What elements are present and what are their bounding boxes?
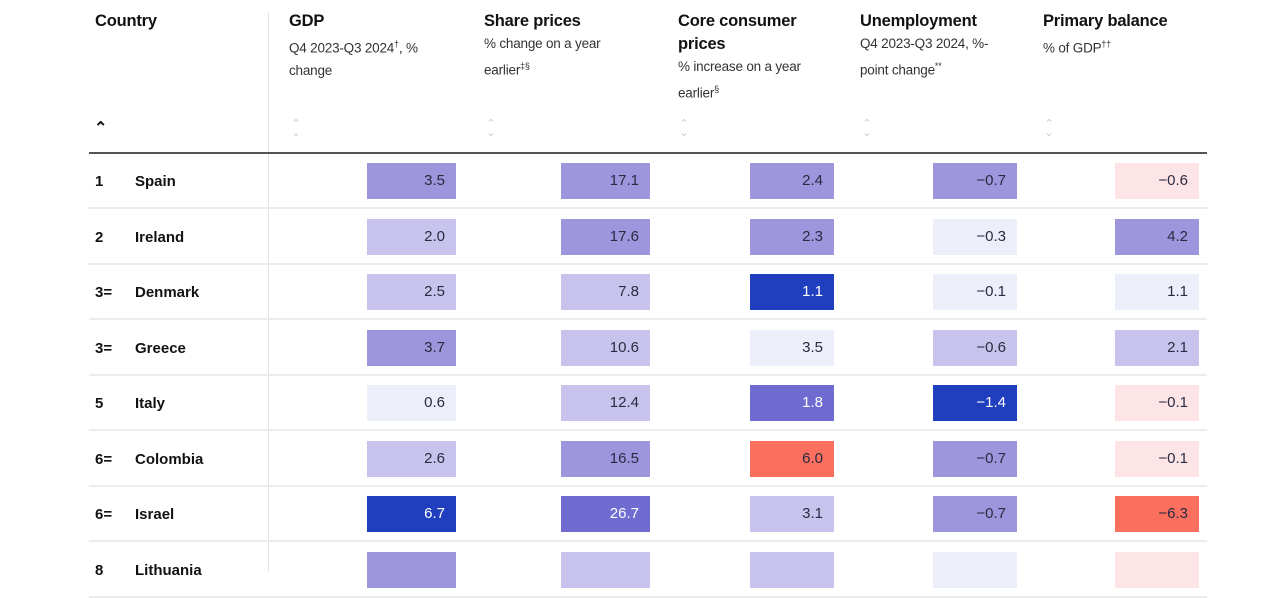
row-divider <box>89 207 1207 209</box>
value-cell-unemp: −1.4 <box>933 385 1017 421</box>
header-rule <box>89 152 1207 154</box>
table-row[interactable]: 1 Spain 3.5 17.1 2.4 −0.7 −0.6 <box>89 154 1207 209</box>
column-subtitle: Q4 2023-Q3 2024, %-point change** <box>860 36 989 78</box>
value-cell-primary: 4.2 <box>1115 218 1199 255</box>
value-cell-primary: −0.6 <box>1115 163 1199 199</box>
rank: 1 <box>95 173 104 190</box>
rank: 5 <box>95 395 104 412</box>
country-name: Greece <box>135 339 186 357</box>
row-divider <box>89 429 1207 431</box>
value-cell-primary <box>1115 551 1199 588</box>
row-divider <box>89 373 1207 376</box>
rank: 3= <box>95 339 113 357</box>
column-title: Core consumer prices <box>678 12 797 53</box>
value-cell-share <box>561 551 650 588</box>
value-cell-share: 26.7 <box>561 496 650 532</box>
value-cell-primary: 1.1 <box>1115 274 1199 310</box>
header-country[interactable]: Country <box>95 10 157 33</box>
value-cell-gdp: 2.6 <box>367 440 456 477</box>
header-share-prices[interactable]: Share prices % change on a year earlier‡… <box>484 10 624 82</box>
table-row[interactable]: 3= Greece 3.7 10.6 3.5 −0.6 2.1 <box>89 321 1207 376</box>
table-row[interactable]: 5 Italy 0.6 12.4 1.8 −1.4 −0.1 <box>89 376 1207 431</box>
column-subtitle: % increase on a year earlier§ <box>678 59 801 101</box>
value-cell-share: 17.1 <box>561 163 650 199</box>
value-cell-gdp: 0.6 <box>367 385 456 421</box>
rank: 6= <box>95 450 113 468</box>
value-cell-unemp <box>933 551 1017 588</box>
header-core-consumer-prices[interactable]: Core consumer prices % increase on a yea… <box>678 10 813 105</box>
column-subtitle: Q4 2023-Q3 2024†, % change <box>289 39 418 78</box>
country-name: Denmark <box>135 284 200 301</box>
value-cell-gdp: 6.7 <box>367 496 456 532</box>
value-cell-gdp: 2.0 <box>367 218 456 255</box>
value-cell-primary: −0.1 <box>1115 385 1199 421</box>
column-title: Share prices <box>484 12 581 30</box>
country-name: Ireland <box>135 228 185 246</box>
value-cell-unemp: −0.7 <box>933 163 1017 199</box>
value-cell-primary: −6.3 <box>1115 496 1199 532</box>
column-title: Unemployment <box>860 12 977 30</box>
country-name: Lithuania <box>135 561 202 579</box>
sort-updown-icon[interactable]: ⌃ ⌄ <box>486 118 496 139</box>
value-cell-core: 6.0 <box>750 440 834 477</box>
value-cell-core <box>750 551 834 588</box>
value-cell-gdp: 3.7 <box>367 329 456 366</box>
country-name: Colombia <box>135 450 204 468</box>
chevron-up-icon[interactable]: ⌃ <box>94 120 108 137</box>
value-cell-primary: 2.1 <box>1115 329 1199 366</box>
table-row[interactable]: 6= Colombia 2.6 16.5 6.0 −0.7 −0.1 <box>89 432 1207 487</box>
value-cell-share: 7.8 <box>561 274 650 310</box>
row-divider <box>89 595 1207 598</box>
header-primary-balance[interactable]: Primary balance % of GDP†† <box>1043 10 1193 60</box>
value-cell-gdp: 3.5 <box>367 163 456 199</box>
value-cell-core: 2.3 <box>750 218 834 255</box>
row-divider <box>89 484 1207 487</box>
rank: 8 <box>95 561 104 579</box>
value-cell-share: 12.4 <box>561 385 650 421</box>
sort-updown-icon[interactable]: ⌃ ⌄ <box>862 118 872 139</box>
header-gdp[interactable]: GDP Q4 2023-Q3 2024†, % change <box>289 10 464 82</box>
row-divider <box>89 318 1207 320</box>
value-cell-core: 1.8 <box>750 385 834 421</box>
table-row[interactable]: 2 Ireland 2.0 17.6 2.3 −0.3 4.2 <box>89 210 1207 265</box>
rank: 3= <box>95 284 113 301</box>
value-cell-core: 1.1 <box>750 274 834 310</box>
table-row[interactable]: 3= Denmark 2.5 7.8 1.1 −0.1 1.1 <box>89 265 1207 320</box>
value-cell-share: 17.6 <box>561 218 650 255</box>
sort-updown-icon[interactable]: ⌃ ⌄ <box>1044 118 1054 139</box>
table-row[interactable]: 6= Israel 6.7 26.7 3.1 −0.7 −6.3 <box>89 487 1207 542</box>
sort-updown-icon[interactable]: ⌃ ⌄ <box>679 118 689 139</box>
value-cell-gdp <box>367 551 456 588</box>
column-divider <box>268 12 269 572</box>
table-row[interactable]: 8 Lithuania <box>89 543 1207 598</box>
column-subtitle: % of GDP†† <box>1043 39 1112 56</box>
value-cell-share: 10.6 <box>561 329 650 366</box>
column-title: Primary balance <box>1043 12 1168 30</box>
value-cell-primary: −0.1 <box>1115 440 1199 477</box>
column-subtitle: % change on a year earlier‡§ <box>484 36 601 78</box>
value-cell-unemp: −0.1 <box>933 274 1017 310</box>
sort-updown-icon[interactable]: ⌃ ⌄ <box>291 118 301 139</box>
rank: 2 <box>95 228 104 246</box>
value-cell-unemp: −0.7 <box>933 440 1017 477</box>
country-name: Italy <box>135 395 166 412</box>
column-title: GDP <box>289 12 325 30</box>
value-cell-unemp: −0.7 <box>933 496 1017 532</box>
value-cell-gdp: 2.5 <box>367 274 456 310</box>
column-title: Country <box>95 12 157 30</box>
header-unemployment[interactable]: Unemployment Q4 2023-Q3 2024, %-point ch… <box>860 10 1010 82</box>
country-name: Israel <box>135 506 175 523</box>
rank: 6= <box>95 506 113 523</box>
value-cell-share: 16.5 <box>561 440 650 477</box>
row-divider <box>89 262 1207 265</box>
row-divider <box>89 540 1207 542</box>
value-cell-core: 2.4 <box>750 163 834 199</box>
value-cell-unemp: −0.6 <box>933 329 1017 366</box>
country-name: Spain <box>135 173 176 190</box>
value-cell-core: 3.1 <box>750 496 834 532</box>
value-cell-unemp: −0.3 <box>933 218 1017 255</box>
value-cell-core: 3.5 <box>750 329 834 366</box>
